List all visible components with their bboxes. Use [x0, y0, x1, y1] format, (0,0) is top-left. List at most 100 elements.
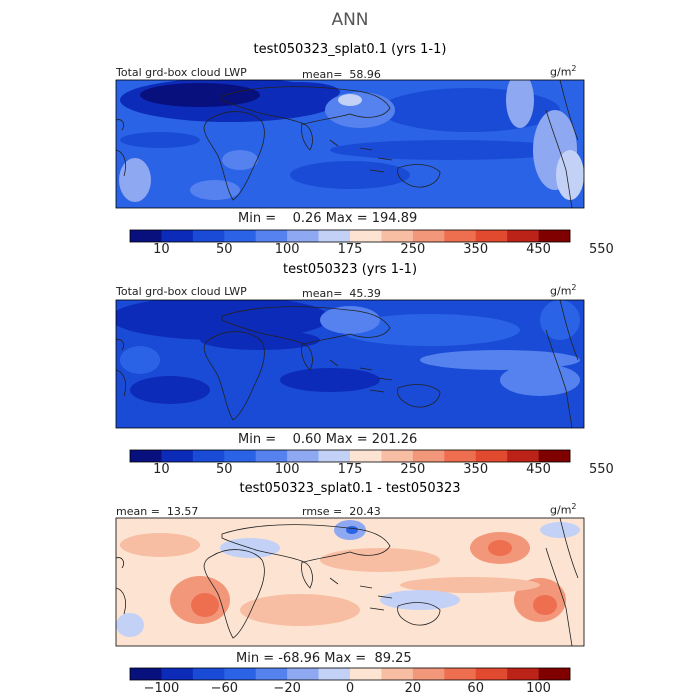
panel3-colorbar — [129, 667, 571, 681]
panel1-units: g/m2 — [550, 64, 577, 79]
colorbar-cell — [161, 668, 194, 680]
panel2-units: g/m2 — [550, 283, 577, 298]
panel3-mean-label: mean = — [116, 505, 160, 518]
panel3-max-label: Max = — [324, 651, 367, 666]
colorbar-tick-label: −60 — [210, 681, 238, 696]
colorbar-tick-label: 550 — [589, 242, 614, 257]
colorbar-cell — [255, 668, 288, 680]
figure-title: ANN — [331, 10, 369, 30]
colorbar-cell — [475, 450, 508, 462]
panel2-colorbar — [129, 449, 571, 463]
panel2-mean-stat: mean= 45.39 — [302, 287, 381, 300]
panel2-coastlines — [116, 300, 579, 428]
panel3-frame — [115, 517, 585, 647]
panel3-minmax: Min = -68.96 Max = 89.25 — [236, 651, 412, 666]
colorbar-tick-label: 250 — [400, 462, 426, 477]
colorbar-cell — [224, 668, 257, 680]
colorbar-cell — [350, 668, 382, 680]
colorbar-tick-label: 350 — [463, 462, 489, 477]
panel1-mean-value: 58.96 — [349, 68, 381, 81]
panel2-map — [115, 299, 585, 429]
panel1-frame — [115, 79, 585, 209]
colorbar-cell — [255, 450, 288, 462]
panel3-rmse-label: rmse = — [302, 505, 343, 518]
panel3-title: test050323_splat0.1 - test050323 — [239, 481, 461, 496]
colorbar-tick-label: 50 — [216, 462, 233, 477]
colorbar-cell — [318, 230, 351, 242]
panel2-mean-label: mean= — [302, 287, 343, 300]
panel2-title: test050323 (yrs 1-1) — [282, 262, 418, 277]
colorbar-cell — [412, 450, 445, 462]
colorbar-cell — [161, 230, 194, 242]
colorbar-cell — [538, 668, 571, 680]
colorbar-tick-label: 100 — [526, 681, 551, 696]
panel1-min-label: Min = — [238, 211, 277, 226]
colorbar-cell — [130, 450, 162, 462]
panel3-map — [115, 517, 585, 647]
colorbar-cell — [381, 668, 414, 680]
panel1-mean-label: mean= — [302, 68, 343, 81]
panel3-min-value: -68.96 — [278, 651, 321, 666]
panel1-min-value: 0.26 — [292, 211, 322, 226]
panel1-units-sup: 2 — [571, 64, 577, 73]
colorbar-tick-label: 100 — [274, 462, 300, 477]
colorbar-tick-label: 10 — [153, 462, 170, 477]
colorbar-cell — [507, 668, 539, 680]
colorbar-cell — [538, 230, 571, 242]
panel3-rmse-value: 20.43 — [349, 505, 381, 518]
colorbar-cell — [538, 450, 571, 462]
colorbar-frame — [129, 229, 571, 243]
colorbar-tick-label: 175 — [337, 242, 363, 257]
panel3-max-value: 89.25 — [374, 651, 412, 666]
colorbar-cell — [130, 230, 162, 242]
panel2-min-value: 0.60 — [292, 432, 322, 447]
colorbar-tick-label: 550 — [589, 462, 614, 477]
colorbar-cell — [475, 668, 508, 680]
panel2-units-base: g/m — [550, 284, 572, 298]
colorbar-cell — [475, 230, 508, 242]
panel1-variable-label: Total grd-box cloud LWP — [116, 66, 247, 79]
colorbar-cell — [350, 230, 382, 242]
colorbar-cell — [224, 450, 257, 462]
colorbar-tick-label: 100 — [274, 242, 300, 257]
colorbar-cell — [287, 668, 319, 680]
colorbar-tick-label: 450 — [526, 242, 551, 257]
colorbar-cell — [444, 450, 477, 462]
panel2-mean-value: 45.39 — [349, 287, 381, 300]
colorbar-cell — [130, 668, 162, 680]
panel1-max-value: 194.89 — [371, 211, 418, 226]
panel1-mean-stat: mean= 58.96 — [302, 68, 381, 81]
colorbar-cell — [224, 230, 257, 242]
panel3-rmse-stat: rmse = 20.43 — [302, 505, 381, 518]
colorbar-cell — [507, 230, 539, 242]
colorbar-cell — [444, 668, 477, 680]
panel2-max-value: 201.26 — [371, 432, 418, 447]
colorbar-tick-label: 50 — [216, 242, 233, 257]
colorbar-cell — [412, 668, 445, 680]
panel1-colorbar — [129, 229, 571, 243]
colorbar-tick-label: 0 — [345, 681, 355, 696]
colorbar-cell — [255, 230, 288, 242]
panel2-max-label: Max = — [325, 432, 368, 447]
panel3-min-label: Min = — [236, 651, 275, 666]
panel2-field-patches — [116, 300, 580, 404]
colorbar-tick-label: 450 — [526, 462, 551, 477]
colorbar-tick-label: 20 — [404, 681, 422, 696]
colorbar-tick-label: −100 — [143, 681, 180, 696]
colorbar-frame — [129, 449, 571, 463]
colorbar-cell — [318, 668, 351, 680]
colorbar-tick-label: 175 — [337, 462, 363, 477]
colorbar-cell — [192, 450, 225, 462]
colorbar-cell — [287, 450, 319, 462]
colorbar-frame — [129, 667, 571, 681]
panel2-minmax: Min = 0.60 Max = 201.26 — [238, 432, 417, 447]
panel3-coastlines — [116, 518, 579, 646]
colorbar-cell — [507, 450, 539, 462]
colorbar-cell — [412, 230, 445, 242]
panel2-min-label: Min = — [238, 432, 277, 447]
panel3-units-sup: 2 — [571, 502, 577, 511]
colorbar-cell — [318, 450, 351, 462]
panel1-field-patches — [119, 80, 584, 202]
panel2-variable-label: Total grd-box cloud LWP — [116, 285, 247, 298]
colorbar-tick-label: 350 — [463, 242, 489, 257]
